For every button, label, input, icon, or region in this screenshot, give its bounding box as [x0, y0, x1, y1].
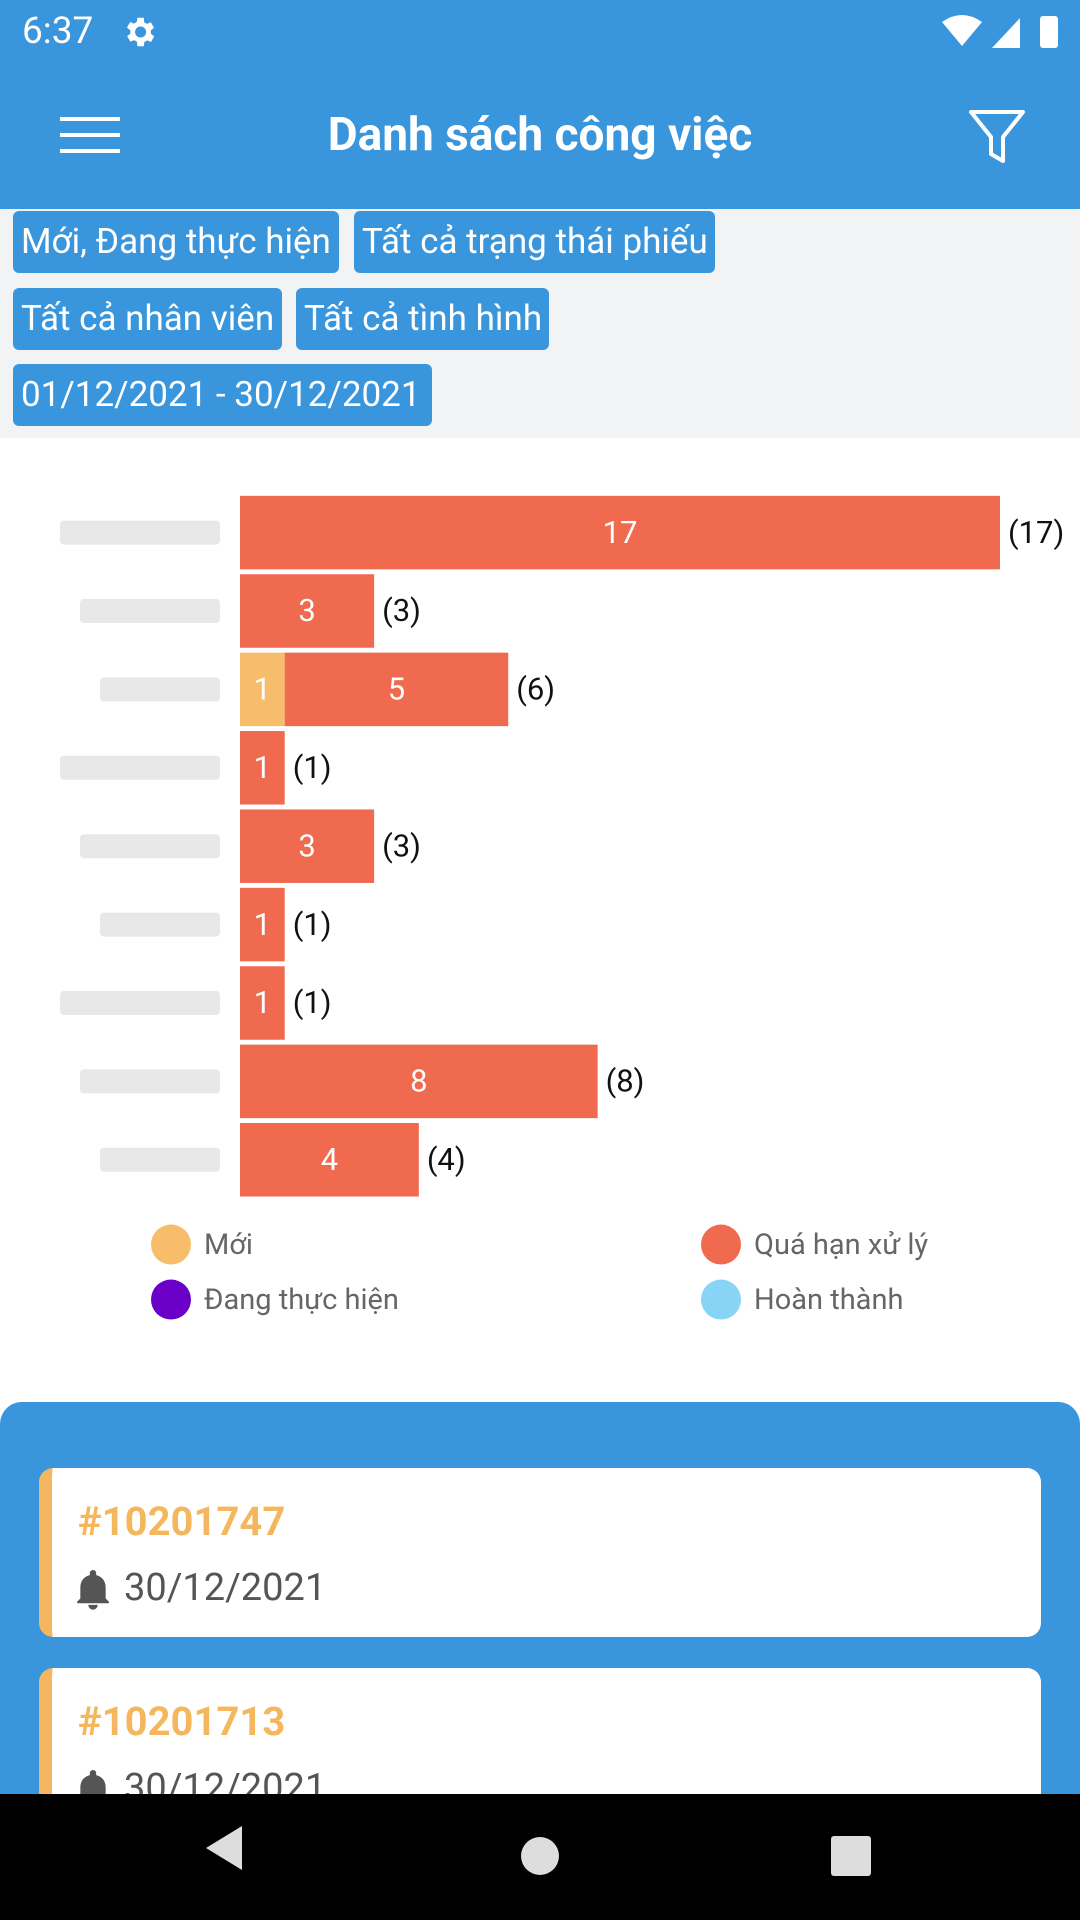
filter-chip[interactable]: Tất cả nhân viên — [13, 288, 282, 350]
bar-segment — [284, 652, 509, 727]
task-date: 30/12/2021 — [124, 1766, 327, 1794]
bar-value-label: 1 — [254, 671, 271, 708]
settings-icon — [126, 17, 155, 47]
blurred-label — [80, 1069, 220, 1094]
legend-swatch — [701, 1224, 741, 1265]
bell-icon — [80, 1770, 106, 1794]
menu-button[interactable] — [60, 115, 120, 155]
bar-total-label: (1) — [293, 984, 332, 1021]
recents-button[interactable] — [831, 1836, 871, 1876]
bar-total-label: (3) — [382, 827, 421, 864]
legend-swatch — [151, 1279, 191, 1320]
bar-total-label: (4) — [427, 1141, 466, 1178]
task-card[interactable]: #10201747 30/12/2021 — [39, 1468, 1041, 1637]
filter-chip[interactable]: Mới, Đang thực hiện — [13, 211, 339, 273]
home-button[interactable] — [521, 1837, 559, 1875]
bar-total-label: (17) — [1008, 514, 1064, 551]
bar-value-label: 8 — [410, 1063, 427, 1100]
blurred-label — [80, 834, 220, 859]
navigation-bar — [0, 1794, 1080, 1920]
bar-segment — [240, 574, 375, 648]
bar-total-label: (8) — [606, 1063, 645, 1100]
blurred-label — [60, 755, 220, 780]
bar-value-label: 5 — [388, 671, 405, 708]
task-id: #10201713 — [78, 1698, 286, 1745]
screen-title: Danh sách công việc — [327, 108, 753, 162]
bar-segment — [240, 1044, 598, 1119]
bar-segment — [240, 887, 285, 962]
back-button[interactable] — [206, 1826, 242, 1870]
status-bar: 6:37 — [0, 0, 1080, 63]
task-list: #10201747 30/12/2021 #10201713 30/12/202… — [0, 1402, 1080, 1794]
bar-segment — [240, 809, 375, 883]
filter-bar: Mới, Đang thực hiện Tất cả trạng thái ph… — [0, 209, 1080, 438]
blurred-label — [60, 991, 220, 1015]
bar-total-label: (1) — [293, 749, 332, 786]
bar-value-label: 17 — [603, 514, 638, 551]
bell-icon — [77, 1570, 109, 1610]
filter-chip[interactable]: Tất cả trạng thái phiếu — [354, 211, 715, 273]
bar-segment — [240, 731, 285, 805]
task-card[interactable]: #10201713 30/12/2021 — [39, 1668, 1041, 1794]
bar-total-label: (6) — [516, 671, 555, 708]
filter-chip[interactable]: Tất cả tình hình — [296, 288, 549, 350]
bar-value-label: 3 — [298, 827, 315, 864]
legend-label: Quá hạn xử lý — [754, 1228, 928, 1262]
legend-label: Mới — [204, 1228, 253, 1262]
blurred-label — [100, 677, 220, 702]
bar-total-label: (1) — [293, 906, 332, 943]
blurred-label — [100, 1147, 220, 1172]
blurred-label — [60, 520, 220, 545]
bar-value-label: 1 — [254, 906, 271, 943]
bar-segment — [240, 652, 285, 727]
legend-label: Hoàn thành — [754, 1283, 903, 1317]
filter-chip[interactable]: 01/12/2021 - 30/12/2021 — [13, 364, 432, 426]
blurred-label — [80, 599, 220, 623]
system-icons — [942, 15, 1058, 48]
bar-segment — [240, 966, 285, 1040]
legend-label: Đang thực hiện — [204, 1283, 399, 1317]
task-date: 30/12/2021 — [124, 1566, 327, 1610]
task-id: #10201747 — [78, 1498, 286, 1545]
bar-value-label: 1 — [254, 984, 271, 1021]
chart: 17 (17) 3 (3) 1 5 (6) 1 (1) 3 (3) 1 (1) 1 (1) 8 (8) 4 (4) M… — [60, 495, 1064, 1320]
filter-button[interactable] — [968, 109, 1026, 165]
app-bar: Danh sách công việc — [0, 63, 1080, 209]
nav-buttons — [206, 1826, 871, 1876]
clock: 6:37 — [22, 10, 94, 53]
bar-value-label: 3 — [298, 592, 315, 629]
legend-swatch — [701, 1279, 741, 1320]
bar-value-label: 4 — [321, 1141, 338, 1178]
legend-swatch — [151, 1224, 191, 1265]
bar-total-label: (3) — [382, 592, 421, 629]
blurred-label — [100, 912, 220, 937]
bar-segment — [240, 1123, 419, 1197]
bar-value-label: 1 — [254, 749, 271, 786]
bar-segment — [240, 495, 1000, 570]
